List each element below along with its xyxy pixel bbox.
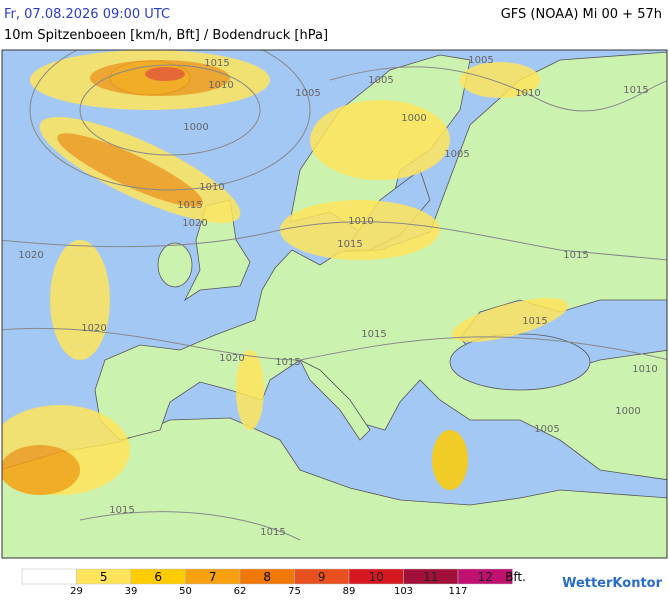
legend-bft: 11 (423, 570, 438, 584)
isobar-label: 1005 (534, 424, 559, 435)
black-sea (449, 333, 591, 391)
gust-areas (2, 50, 569, 495)
legend-kmh: 62 (234, 586, 247, 597)
isobar-label: 1015 (522, 316, 547, 327)
isobar-label: 1010 (199, 182, 224, 193)
isobar-label: 1015 (109, 505, 134, 516)
isobar-label: 1000 (401, 113, 426, 124)
legend-bft: 5 (100, 570, 108, 584)
legend-kmh: 39 (125, 586, 138, 597)
isobar-label: 1000 (183, 122, 208, 133)
legend-unit: Bft. (505, 570, 526, 584)
legend-swatch (457, 568, 513, 585)
legend-bft: 10 (369, 570, 384, 584)
isobar-label: 1010 (515, 88, 540, 99)
isobar-label: 1020 (18, 250, 43, 261)
map: 1015 1010 1005 1000 1005 1000 1005 1010 1015 1005… (1, 49, 668, 559)
legend-kmh: 89 (343, 586, 356, 597)
isobar-label: 1015 (361, 329, 386, 340)
isobar-label: 1005 (444, 149, 469, 160)
legend-kmh: 29 (70, 586, 83, 597)
subtitle: 10m Spitzenboeen [km/h, Bft] / Bodendruc… (4, 28, 328, 43)
legend: 5 6 7 8 9 10 11 12 Bft.29 39 50 62 75 89 103 117 (21, 568, 526, 597)
legend-bft: 9 (318, 570, 326, 584)
isobar-label: 1010 (632, 364, 657, 375)
isobar-label: 1015 (204, 58, 229, 69)
isobar-label: 1020 (182, 218, 207, 229)
isobar-label: 1000 (615, 406, 640, 417)
isobar-label: 1015 (337, 239, 362, 250)
legend-kmh: 103 (394, 586, 413, 597)
legend-bft: 12 (478, 570, 493, 584)
isobar-label: 1015 (177, 200, 202, 211)
isobars (2, 50, 667, 541)
isobar-label: 1015 (260, 527, 285, 538)
legend-kmh: 50 (179, 586, 192, 597)
isobar-label: 1015 (623, 85, 648, 96)
legend-bft: 6 (154, 570, 162, 584)
isobar-labels: 1015 1010 1005 1000 1005 1000 1005 1010 1015 1005… (18, 55, 657, 538)
isobar-label: 1010 (348, 216, 373, 227)
isobar-label: 1010 (208, 80, 233, 91)
logo: WetterKontor (562, 576, 663, 591)
legend-swatch (21, 568, 77, 585)
isobar-label: 1005 (295, 88, 320, 99)
isobar-label: 1005 (368, 75, 393, 86)
isobar-label: 1020 (81, 323, 106, 334)
legend-kmh: 75 (288, 586, 301, 597)
datetime: Fr, 07.08.2026 09:00 UTC (4, 7, 170, 22)
map-frame (1, 49, 668, 559)
legend-bft: 7 (209, 570, 217, 584)
isobar-label: 1015 (563, 250, 588, 261)
isobar-label: 1005 (468, 55, 493, 66)
model-run: GFS (NOAA) Mi 00 + 57h (501, 7, 662, 22)
isobar-label: 1020 (219, 353, 244, 364)
legend-bft: 8 (263, 570, 271, 584)
isobar-label: 1015 (275, 357, 300, 368)
legend-kmh: 117 (448, 586, 467, 597)
